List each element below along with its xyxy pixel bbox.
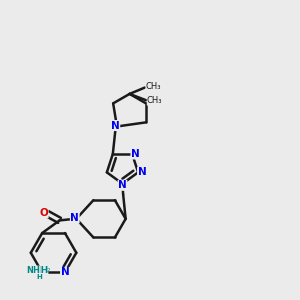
Text: CH₃: CH₃ bbox=[147, 96, 163, 105]
Text: N: N bbox=[111, 121, 120, 130]
Text: N: N bbox=[61, 268, 69, 278]
Text: NH: NH bbox=[26, 266, 40, 275]
Text: 2: 2 bbox=[47, 268, 50, 273]
Text: N: N bbox=[118, 180, 127, 190]
Text: NH: NH bbox=[33, 266, 48, 275]
Text: N: N bbox=[131, 149, 140, 159]
Text: N: N bbox=[137, 167, 146, 177]
Text: CH₃: CH₃ bbox=[146, 82, 161, 91]
Text: O: O bbox=[39, 208, 48, 218]
Text: H: H bbox=[36, 274, 42, 280]
Text: N: N bbox=[70, 213, 79, 223]
